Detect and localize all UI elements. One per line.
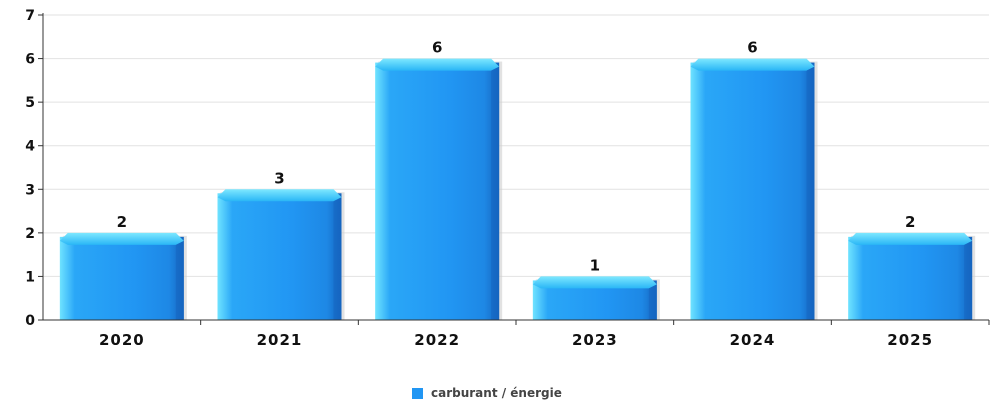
bar-side [176,241,184,320]
bar-body [218,193,342,320]
y-tick-label: 6 [25,52,35,68]
x-tick-label: 2023 [572,331,618,349]
bar [533,276,660,320]
data-label: 3 [274,169,284,187]
bar [375,59,502,320]
legend-swatch [412,388,423,399]
x-tick-label: 2024 [730,331,776,349]
y-tick-label: 7 [25,8,35,24]
bar-cap [848,233,972,245]
bar [60,233,187,320]
x-tick-label: 2020 [99,331,145,349]
y-tick-label: 4 [25,139,35,155]
y-tick-label: 5 [25,95,35,111]
x-tick-label: 2021 [257,331,303,349]
bar-cap [533,276,657,288]
bar [218,189,345,320]
y-tick-label: 1 [25,269,35,285]
data-label: 1 [590,256,600,274]
bar-body [691,63,815,320]
bar [848,233,975,320]
data-label: 6 [747,39,757,57]
legend-series-name: carburant / énergie [431,386,562,400]
bar-body [848,237,972,320]
bar-side [649,284,657,320]
bar-side [964,241,972,320]
bar-side [334,197,342,320]
data-label: 6 [432,39,442,57]
data-label: 2 [117,213,127,231]
bar-body [60,237,184,320]
data-label: 2 [905,213,915,231]
bar-cap [218,189,342,201]
bar-cap [375,59,499,71]
x-tick-label: 2022 [414,331,460,349]
y-tick-label: 2 [25,226,35,242]
y-tick-label: 0 [25,313,35,329]
x-tick-label: 2025 [887,331,933,349]
legend[interactable]: carburant / énergie [412,386,562,400]
bar-cap [60,233,184,245]
bar-cap [691,59,815,71]
y-tick-label: 3 [25,182,35,198]
bar [691,59,818,320]
bar-side [491,67,499,320]
bar-body [375,63,499,320]
bar-side [807,67,815,320]
